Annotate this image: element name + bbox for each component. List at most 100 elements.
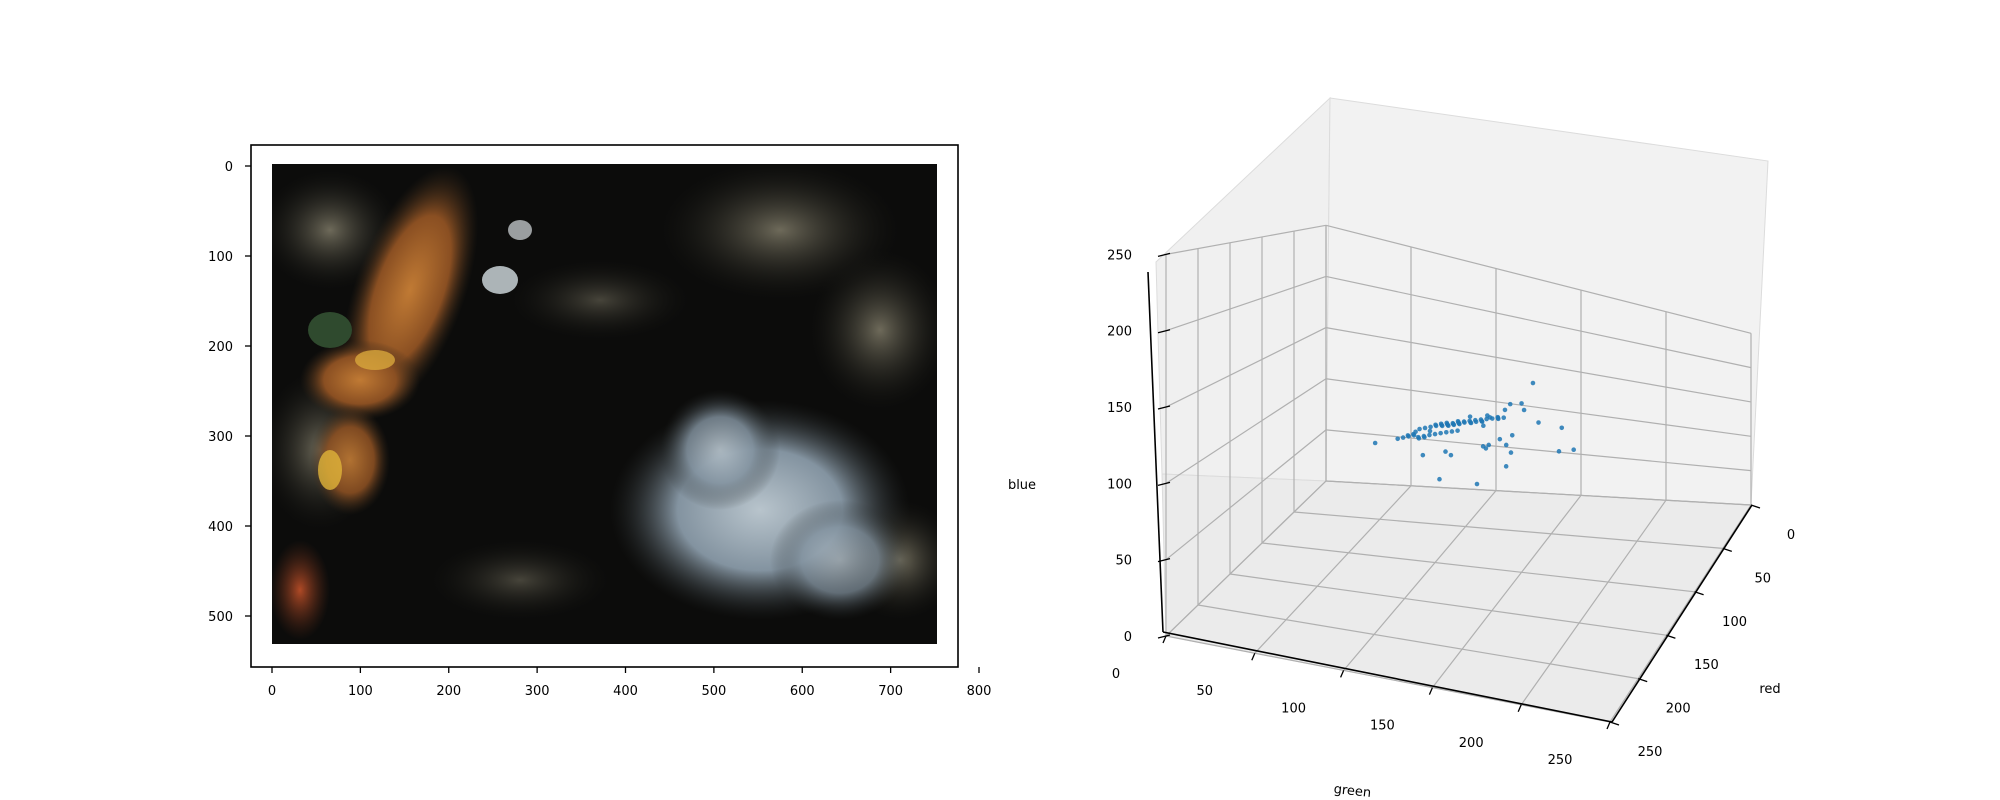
scatter-point [1501,415,1507,420]
scatter-point [1428,424,1433,430]
scatter-point [1571,447,1576,452]
x-tick-label: 700 [878,684,903,699]
scatter-point [1438,430,1443,436]
grid-line [1609,504,1752,723]
grid-line [1165,480,1327,637]
grid-line [1165,327,1327,408]
scatter-point [1507,401,1513,407]
3d-panes [1155,96,1769,723]
grid-line [1325,224,1752,334]
grid-line [1165,378,1327,484]
satellite-image [272,164,937,644]
blue-tick-label: 0 [1124,630,1132,645]
3d-axis-lines [1147,271,1753,723]
scatter-point [1468,420,1474,426]
scatter-point [1422,425,1428,431]
3d-grid [1165,224,1752,723]
y-tick-label: 0 [225,160,233,175]
grid-line [1325,275,1752,369]
blue-tick [1157,558,1171,563]
blue-tick-label: 100 [1107,477,1132,492]
scatter-point [1417,426,1422,432]
green-tick [1428,687,1433,695]
scatter-point [1443,449,1448,454]
scatter-point [1415,434,1421,440]
scatter-point [1467,414,1473,419]
grid-line [1261,542,1695,593]
green-tick [1251,652,1256,661]
blue-tick [1157,405,1171,410]
blue-tick-label: 150 [1107,401,1132,416]
scatter-point [1509,432,1515,438]
red-tick [1666,634,1676,639]
y-tick-label: 300 [208,430,233,445]
green-tick-label: 0 [1112,667,1120,682]
scatter-point [1400,435,1406,440]
red-tick [1750,504,1761,509]
y-tick-label: 500 [208,610,233,625]
scatter-point [1536,420,1541,425]
scatter-point [1451,422,1457,428]
x-axis-ticks: 0 100 200 300 400 500 600 700 800 [268,667,992,699]
scatter-point [1455,418,1461,424]
grid-line [1325,327,1752,403]
grid-line [1343,490,1497,671]
scatter-point [1446,423,1451,429]
red-tick-label: 0 [1787,528,1795,543]
scatter-point [1485,413,1490,418]
green-tick-label: 250 [1548,753,1573,768]
grid-line [1431,495,1582,688]
red-tick [1694,591,1704,596]
green-tick-label: 100 [1281,701,1306,716]
red-tick-label: 100 [1722,615,1747,630]
blue-axis-label: blue [1008,478,1036,493]
grid-line [1229,573,1667,636]
scatter-point [1395,436,1400,442]
blue-tick [1157,481,1171,486]
scatter-point [1559,425,1565,431]
x-tick-label: 0 [268,684,276,699]
blue-tick-label: 50 [1115,554,1132,569]
red-tick-label: 50 [1755,571,1772,586]
red-tick [1637,677,1648,683]
scatter-point [1495,416,1501,422]
scatter-point [1432,431,1438,437]
scatter-point [1481,423,1486,429]
scatter-point [1420,452,1426,458]
scatter-point [1448,452,1454,458]
grid-line [1165,275,1327,332]
grid-line [1254,485,1412,654]
scatter-point [1483,446,1489,451]
y-axis-ticks: 0 100 200 300 400 500 [208,160,251,625]
green-tick-label: 150 [1370,719,1395,734]
green-tick [1517,704,1522,713]
scatter-point [1479,419,1485,424]
x-tick-label: 100 [348,684,373,699]
green-axis-label: green [1333,782,1372,800]
scatter-point [1455,428,1460,433]
y-tick-label: 200 [208,340,233,355]
scatter-points [1372,380,1576,487]
scatter-point [1486,442,1492,448]
blue-tick [1157,329,1171,334]
red-tick-label: 150 [1694,658,1719,673]
scatter-point [1521,407,1527,413]
grid-line [1165,635,1611,723]
scatter-point [1421,433,1427,439]
blue-tick-label: 200 [1107,325,1132,340]
scatter-point [1508,450,1514,455]
grid-line [1165,429,1327,561]
green-tick-label: 200 [1459,736,1484,751]
x-tick-label: 800 [967,684,992,699]
scatter-point [1437,476,1442,482]
scatter-point [1406,434,1411,439]
scatter-point [1502,407,1508,413]
scatter-point [1519,401,1524,406]
scatter-point [1503,464,1509,469]
grid-line [1520,499,1667,706]
blue-tick [1157,252,1171,258]
scatter-point [1462,420,1467,425]
scatter-point [1372,440,1378,446]
scatter-point [1427,428,1433,434]
